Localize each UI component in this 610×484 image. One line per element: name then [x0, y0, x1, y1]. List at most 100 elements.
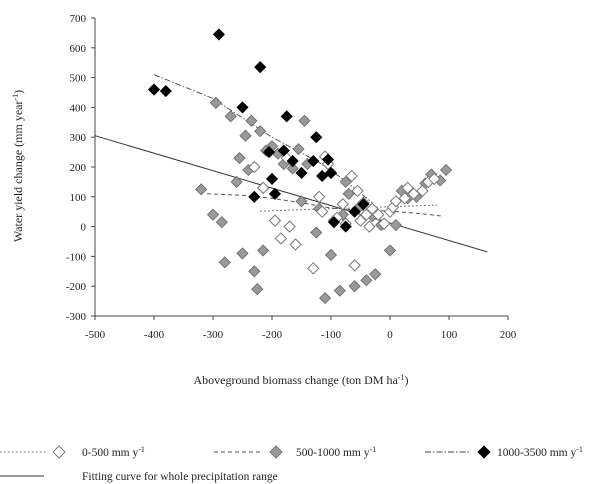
point-500-1000 [195, 183, 208, 196]
point-0-500 [371, 208, 385, 221]
point-0-500 [363, 220, 376, 233]
overall-fit-line [94, 135, 488, 253]
x-tick-label: -100 [321, 329, 342, 341]
point-0-500 [407, 187, 420, 201]
y-tick-label: -100 [66, 251, 87, 263]
point-500-1000 [292, 143, 305, 156]
point-1000-3500 [268, 187, 282, 200]
point-0-500 [336, 198, 350, 211]
point-1000-3500 [357, 198, 370, 211]
point-1000-3500 [307, 154, 320, 168]
y-tick-label: 400 [70, 102, 87, 114]
point-500-1000 [239, 129, 252, 142]
point-500-1000 [295, 195, 308, 208]
y-tick-label: 500 [70, 73, 87, 85]
point-500-1000 [339, 175, 352, 188]
x-tick-label: -400 [144, 329, 165, 341]
x-tick-label: 100 [441, 329, 458, 341]
point-500-1000 [257, 244, 270, 257]
point-0-500 [312, 190, 326, 204]
point-1000-3500 [147, 83, 161, 96]
x-tick-label: 0 [387, 329, 393, 341]
point-0-500 [256, 181, 270, 195]
point-500-1000 [248, 265, 261, 278]
point-500-1000 [215, 216, 228, 229]
legend-label-0-500: 0-500 mm y-1 [82, 445, 145, 460]
point-1000-3500 [159, 84, 172, 98]
point-500-1000 [342, 187, 355, 200]
point-1000-3500 [262, 146, 276, 159]
fit-line-0-500 [260, 204, 438, 212]
point-1000-3500 [280, 110, 293, 123]
point-500-1000 [251, 283, 264, 296]
point-500-1000 [369, 268, 382, 281]
point-0-500 [348, 259, 361, 272]
legend-label-overall: Fitting curve for whole precipitation ra… [82, 471, 278, 483]
point-500-1000 [389, 219, 402, 232]
x-axis-title: Aboveground biomass change (ton DM ha-1) [194, 373, 409, 388]
point-500-1000 [286, 162, 299, 175]
point-0-500 [345, 169, 358, 183]
legend-marker-500-1000 [269, 445, 283, 459]
point-1000-3500 [248, 190, 261, 203]
point-0-500 [268, 214, 282, 227]
point-0-500 [416, 184, 429, 198]
x-tick-label: 200 [500, 329, 517, 341]
point-500-1000 [333, 284, 346, 297]
y-tick-label: 300 [70, 132, 87, 144]
y-tick-label: 600 [70, 43, 87, 55]
point-500-1000 [206, 208, 220, 221]
point-0-500 [315, 205, 329, 218]
point-0-500 [398, 192, 411, 205]
point-0-500 [354, 214, 367, 227]
legend-label-500-1000: 500-1000 mm y-1 [296, 445, 376, 460]
point-0-500 [283, 220, 296, 233]
y-tick-label: 700 [70, 13, 87, 25]
point-1000-3500 [212, 28, 225, 41]
y-tick-label: 0 [81, 222, 87, 234]
point-1000-3500 [295, 166, 308, 180]
point-500-1000 [439, 163, 453, 177]
legend-marker-1000-3500 [477, 445, 491, 459]
legend-label-1000-3500: 1000-3500 mm y-1 [497, 445, 583, 460]
point-500-1000 [245, 114, 258, 127]
point-1000-3500 [316, 169, 329, 183]
legend-marker-0-500 [52, 445, 66, 459]
y-tick-label: -200 [66, 281, 87, 293]
y-tick-label: -300 [66, 311, 87, 323]
legend: 0-500 mm y-1 500-1000 mm y-1 1000-3500 m… [0, 445, 583, 483]
y-tick-label: 200 [70, 162, 87, 174]
point-500-1000 [310, 226, 323, 239]
point-1000-3500 [236, 101, 249, 114]
x-tick-label: -200 [262, 329, 283, 341]
point-0-500 [389, 195, 403, 208]
point-0-500 [360, 208, 373, 221]
point-500-1000 [298, 114, 311, 127]
point-0-500 [274, 232, 288, 245]
point-500-1000 [236, 247, 249, 260]
point-500-1000 [383, 244, 397, 257]
data-points [147, 28, 453, 305]
point-1000-3500 [277, 144, 290, 157]
point-500-1000 [254, 125, 267, 138]
point-0-500 [307, 262, 320, 275]
point-1000-3500 [265, 172, 279, 185]
point-1000-3500 [310, 131, 323, 144]
point-500-1000 [224, 110, 237, 123]
point-500-1000 [218, 256, 231, 269]
point-500-1000 [209, 96, 223, 109]
point-1000-3500 [286, 154, 299, 168]
point-500-1000 [324, 248, 338, 261]
x-tick-label: -300 [203, 329, 224, 341]
point-1000-3500 [339, 220, 352, 233]
axes: -500 -400 -300 -200 -100 0 100 200 -300 -200 -100 0… [66, 13, 517, 341]
point-500-1000 [233, 151, 246, 165]
point-0-500 [248, 160, 261, 174]
point-0-500 [428, 172, 441, 186]
point-500-1000 [360, 274, 373, 287]
point-1000-3500 [348, 205, 361, 218]
point-1000-3500 [254, 61, 267, 74]
point-0-500 [377, 217, 391, 230]
point-0-500 [351, 184, 364, 198]
